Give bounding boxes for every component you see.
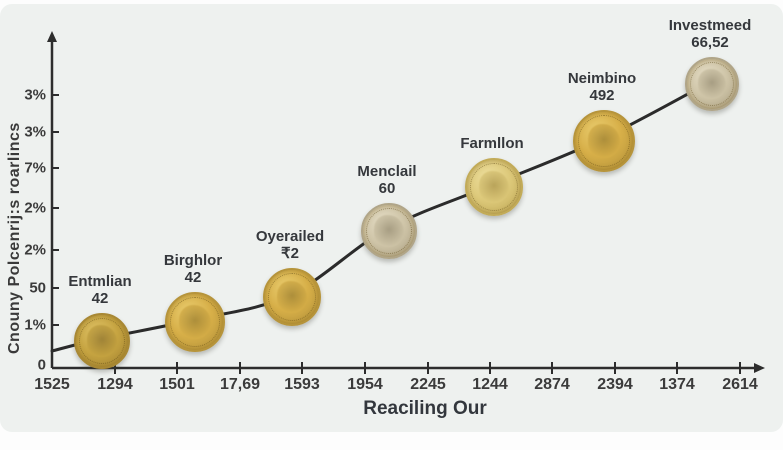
x-axis-title: Reaciling Our (363, 398, 487, 419)
coin-label-oyerailed: Oyerailed ₹2 (256, 228, 324, 262)
coin-emblem (587, 123, 621, 159)
coin-emblem (374, 215, 404, 247)
coin-rim-ring (690, 62, 734, 106)
y-tick-label: 2% (24, 241, 46, 259)
coin-rim-ring (170, 297, 220, 347)
x-tick-label: 1525 (34, 376, 70, 393)
coin-label-menclail: Menclail 60 (357, 163, 416, 197)
x-tick-label: 1501 (159, 376, 195, 393)
coin-value: 66,52 (691, 34, 729, 51)
coin-value: 60 (378, 180, 396, 197)
x-tick-label: 1374 (659, 376, 695, 393)
y-tick-label: 2% (24, 199, 46, 217)
coin-value: ₹2 (281, 245, 299, 262)
y-tick-label: 0 (37, 356, 46, 374)
coin-entmlian (74, 313, 130, 369)
y-tick-label: 3% (24, 123, 46, 141)
coin-name: Farmllon (460, 135, 524, 152)
y-tick-label: 3% (24, 86, 46, 104)
coin-neimbino (573, 110, 635, 172)
coin-label-investmeed: Investmeed 66,52 (669, 17, 752, 51)
coin-name: Neimbino (567, 70, 637, 87)
y-tick-label: 50 (29, 279, 46, 297)
x-tick-label: 2614 (722, 376, 758, 393)
x-tick-label: 1593 (284, 376, 320, 393)
y-axis-arrow (47, 31, 57, 42)
x-tick-label: 17,69 (219, 376, 261, 393)
coin-emblem (698, 69, 726, 99)
y-tick-label: 1% (24, 316, 46, 334)
x-axis-arrow (754, 363, 765, 373)
x-tick-label: 2245 (410, 376, 446, 393)
coin-name: Menclail (357, 163, 417, 180)
coin-birghlor (165, 292, 225, 352)
coin-value: 42 (184, 269, 202, 286)
x-tick-label: 2874 (534, 376, 570, 393)
x-tick-label: 2394 (597, 376, 633, 393)
coin-oyerailed (263, 268, 321, 326)
coin-rim-ring (79, 318, 125, 364)
coin-value: 42 (91, 290, 109, 307)
coin-name: Oyerailed (255, 228, 325, 245)
coin-name: Entmlian (68, 273, 132, 290)
coin-farmllon (465, 158, 523, 216)
coin-emblem (276, 280, 308, 314)
x-tick-label: 1294 (97, 376, 133, 393)
coin-emblem (179, 305, 211, 339)
x-tick-label: 1244 (472, 376, 508, 393)
coin-rim-ring (366, 208, 412, 254)
coin-emblem (87, 325, 117, 357)
x-tick-label: 1954 (347, 376, 383, 393)
coin-label-entmlian: Entmlian 42 (68, 273, 131, 307)
coin-rim-ring (470, 163, 518, 211)
y-tick-label: 7% (24, 159, 46, 177)
coin-label-birghlor: Birghlor 42 (164, 252, 222, 286)
coin-name: Investmeed (668, 17, 752, 34)
coin-label-farmllon: Farmllon (460, 135, 523, 152)
coin-label-neimbino: Neimbino 492 (568, 70, 636, 104)
coin-menclail (361, 203, 417, 259)
coin-emblem (478, 170, 510, 204)
coin-value: 492 (589, 87, 615, 104)
coin-rim-ring (578, 115, 630, 167)
coin-name: Birghlor (163, 252, 223, 269)
coin-rim-ring (268, 273, 316, 321)
coin-investmeed (685, 57, 739, 111)
